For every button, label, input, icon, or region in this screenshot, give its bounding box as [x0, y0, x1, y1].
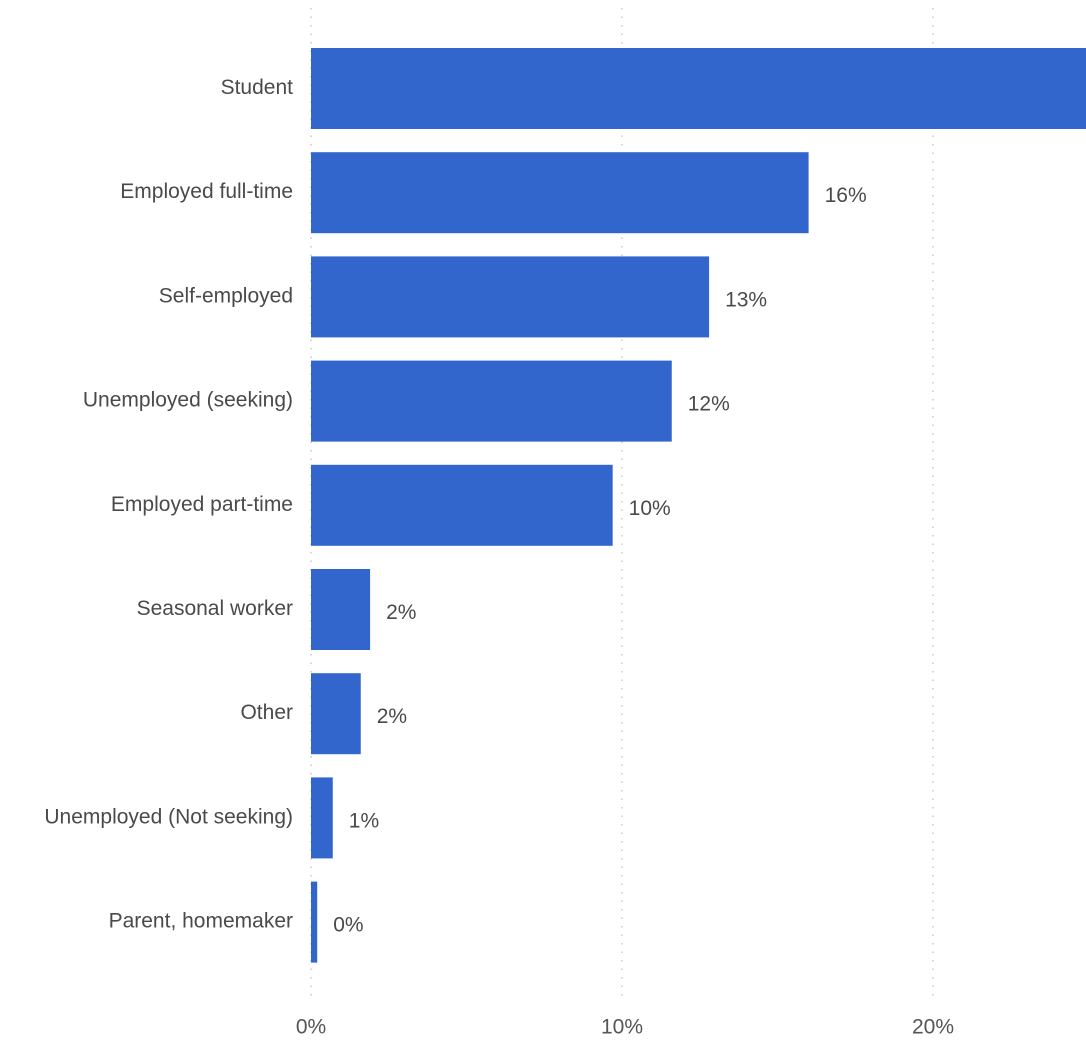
bar: [311, 569, 371, 650]
category-label: Other: [240, 701, 293, 724]
value-label: 12%: [688, 393, 730, 416]
bars: [311, 48, 1086, 963]
category-label: Parent, homemaker: [109, 910, 293, 933]
value-label: 1%: [349, 809, 379, 832]
bar: [311, 673, 361, 755]
category-label: Student: [221, 76, 294, 99]
category-label: Employed full-time: [120, 180, 293, 203]
category-label: Self-employed: [159, 284, 293, 307]
x-tick-label: 0%: [296, 1016, 326, 1039]
x-tick-label: 20%: [912, 1016, 954, 1039]
value-label: 0%: [333, 914, 363, 937]
category-label: Unemployed (seeking): [83, 389, 293, 412]
bar: [311, 464, 613, 546]
category-labels: Student Employed full-time Self-employed Un…: [44, 76, 293, 933]
x-axis-ticks: 0%10%20%30%40%: [296, 1016, 954, 1039]
bar: [311, 256, 710, 338]
value-label: 2%: [377, 705, 407, 728]
bar: [311, 152, 809, 234]
value-label: 10%: [629, 497, 671, 520]
value-label: 16%: [825, 184, 867, 207]
bar: [311, 48, 1086, 129]
category-label: Seasonal worker: [137, 597, 293, 620]
x-tick-label: 10%: [601, 1016, 643, 1039]
bar: [311, 360, 672, 442]
value-label: 2%: [386, 601, 416, 624]
bar: [311, 777, 333, 859]
value-labels: 46%16%13%12%10%2%2%1%0%: [333, 184, 867, 937]
value-label: 13%: [725, 288, 767, 311]
bar: [311, 881, 318, 963]
category-label: Unemployed (Not seeking): [44, 805, 293, 828]
category-label: Employed part-time: [111, 493, 293, 516]
